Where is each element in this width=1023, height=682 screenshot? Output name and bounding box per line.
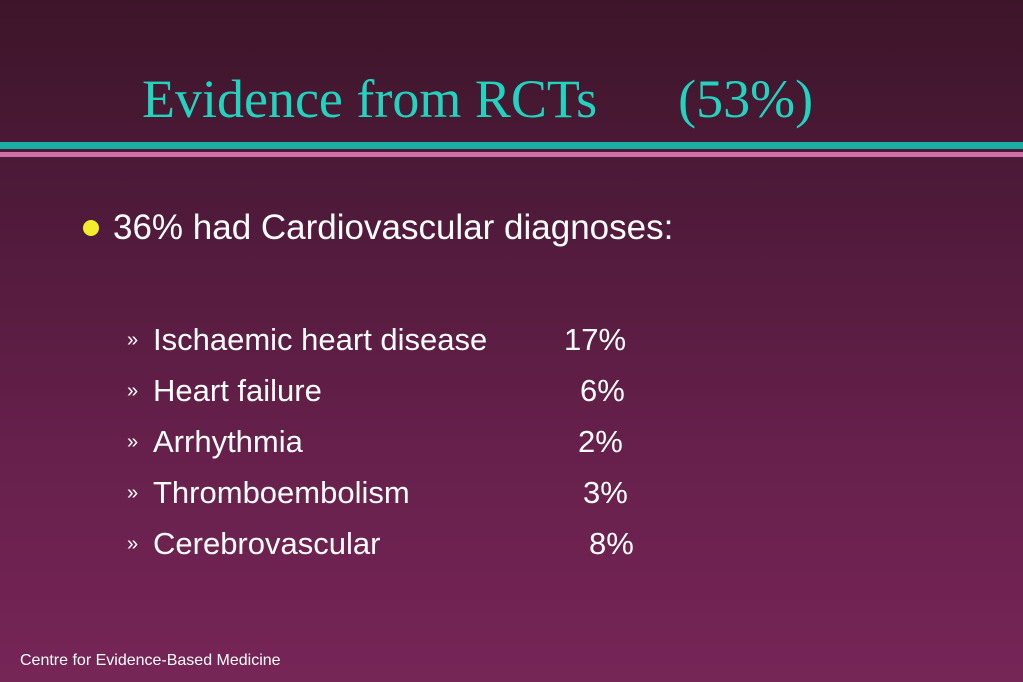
diagnosis-label: Ischaemic heart disease xyxy=(153,322,488,357)
list-item: » Ischaemic heart disease 17% xyxy=(127,316,657,367)
diagnosis-label: Heart failure xyxy=(153,373,322,408)
chevron-marker-icon: » xyxy=(127,380,139,402)
chevron-marker-icon: » xyxy=(127,533,139,555)
list-item: » Heart failure 6% xyxy=(127,367,657,418)
diagnosis-label: Arrhythmia xyxy=(153,424,303,459)
chevron-marker-icon: » xyxy=(127,431,139,453)
main-bullet: 36% had Cardiovascular diagnoses: xyxy=(83,205,673,251)
chevron-marker-icon: » xyxy=(127,482,139,504)
diagnosis-percent: 17% xyxy=(564,322,627,357)
bullet-dot-icon xyxy=(83,220,99,236)
slide-title: Evidence from RCTs (53%) xyxy=(142,69,814,129)
diagnosis-label: Cerebrovascular xyxy=(153,526,381,561)
list-item: » Cerebrovascular 8% xyxy=(127,520,657,571)
footer-text: Centre for Evidence-Based Medicine xyxy=(20,652,281,669)
diagnosis-percent: 6% xyxy=(580,373,625,408)
diagnosis-percent: 2% xyxy=(578,424,623,459)
chevron-marker-icon: » xyxy=(127,329,139,351)
list-item: » Arrhythmia 2% xyxy=(127,418,657,469)
diagnosis-percent: 3% xyxy=(583,475,628,510)
diagnosis-percent: 8% xyxy=(589,526,634,561)
title-divider-teal xyxy=(0,142,1023,149)
main-bullet-text: 36% had Cardiovascular diagnoses: xyxy=(113,208,674,247)
title-divider-pink xyxy=(0,152,1023,157)
diagnosis-list: » Ischaemic heart disease 17% » Heart fa… xyxy=(127,316,657,571)
diagnosis-label: Thromboembolism xyxy=(153,475,410,510)
list-item: » Thromboembolism 3% xyxy=(127,469,657,520)
